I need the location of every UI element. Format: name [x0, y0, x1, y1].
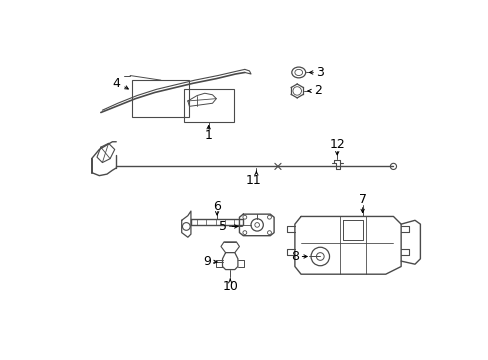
Text: 9: 9 [203, 255, 211, 268]
Text: 3: 3 [315, 66, 323, 79]
Text: 10: 10 [222, 280, 238, 293]
Text: 7: 7 [358, 193, 366, 206]
Text: 8: 8 [290, 250, 298, 263]
Text: 12: 12 [329, 138, 345, 151]
Text: 2: 2 [313, 85, 321, 98]
Text: 5: 5 [219, 220, 227, 233]
Text: 1: 1 [204, 129, 212, 142]
Text: 6: 6 [213, 200, 221, 213]
Text: 4: 4 [112, 77, 120, 90]
Bar [183, 89, 234, 122]
Bar [131, 80, 189, 117]
Text: 11: 11 [245, 174, 261, 187]
